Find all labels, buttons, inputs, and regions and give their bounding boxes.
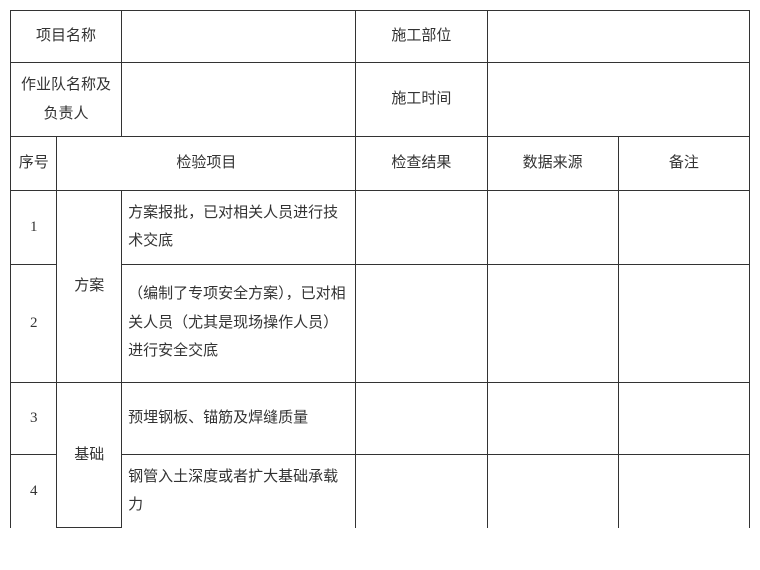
col-seq-header: 序号 — [11, 137, 57, 191]
column-header-row: 序号 检验项目 检查结果 数据来源 备注 — [11, 137, 750, 191]
inspection-form-table: 项目名称 施工部位 作业队名称及负责人 施工时间 序号 检验项目 检查结果 数据… — [10, 10, 750, 528]
project-name-label: 项目名称 — [11, 11, 122, 63]
category-plan: 方案 — [57, 190, 122, 382]
item-cell: 钢管入土深度或者扩大基础承载力 — [122, 454, 356, 528]
table-row: 4 钢管入土深度或者扩大基础承载力 — [11, 454, 750, 528]
project-name-value — [122, 11, 356, 63]
remark-cell — [618, 382, 749, 454]
col-remark-header: 备注 — [618, 137, 749, 191]
construction-part-label: 施工部位 — [356, 11, 487, 63]
table-row: 3 基础 预埋钢板、锚筋及焊缝质量 — [11, 382, 750, 454]
col-inspect-item-header: 检验项目 — [57, 137, 356, 191]
category-foundation: 基础 — [57, 382, 122, 528]
result-cell — [356, 454, 487, 528]
construction-part-value — [487, 11, 750, 63]
remark-cell — [618, 454, 749, 528]
seq-cell: 3 — [11, 382, 57, 454]
source-cell — [487, 190, 618, 264]
source-cell — [487, 454, 618, 528]
remark-cell — [618, 264, 749, 382]
col-check-result-header: 检查结果 — [356, 137, 487, 191]
seq-cell: 4 — [11, 454, 57, 528]
header-row-2: 作业队名称及负责人 施工时间 — [11, 63, 750, 137]
team-name-value — [122, 63, 356, 137]
seq-cell: 1 — [11, 190, 57, 264]
item-cell: 方案报批，已对相关人员进行技术交底 — [122, 190, 356, 264]
source-cell — [487, 382, 618, 454]
header-row-1: 项目名称 施工部位 — [11, 11, 750, 63]
col-data-source-header: 数据来源 — [487, 137, 618, 191]
form-table-wrapper: 项目名称 施工部位 作业队名称及负责人 施工时间 序号 检验项目 检查结果 数据… — [10, 10, 750, 528]
table-row: 1 方案 方案报批，已对相关人员进行技术交底 — [11, 190, 750, 264]
result-cell — [356, 382, 487, 454]
team-name-label: 作业队名称及负责人 — [11, 63, 122, 137]
remark-cell — [618, 190, 749, 264]
seq-cell: 2 — [11, 264, 57, 382]
construction-time-value — [487, 63, 750, 137]
item-cell: 预埋钢板、锚筋及焊缝质量 — [122, 382, 356, 454]
table-row: 2 （编制了专项安全方案），已对相关人员（尤其是现场操作人员）进行安全交底 — [11, 264, 750, 382]
result-cell — [356, 264, 487, 382]
result-cell — [356, 190, 487, 264]
item-cell: （编制了专项安全方案），已对相关人员（尤其是现场操作人员）进行安全交底 — [122, 264, 356, 382]
construction-time-label: 施工时间 — [356, 63, 487, 137]
source-cell — [487, 264, 618, 382]
